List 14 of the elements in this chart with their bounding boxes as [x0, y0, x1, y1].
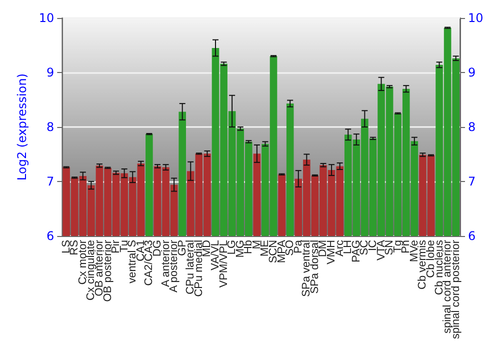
- y-axis-title: Log2 (expression): [15, 73, 29, 180]
- y2-tick-label: 8: [468, 120, 476, 134]
- y-tick-label: 7: [46, 174, 54, 188]
- y2-tick-label: 9: [468, 65, 476, 80]
- y-tick-label: 10: [38, 11, 54, 25]
- y2-tick-label: 7: [468, 174, 476, 188]
- y-tick-label: 8: [46, 120, 54, 134]
- y2-tick-label: 10: [468, 11, 484, 25]
- y2-tick-label: 6: [468, 228, 476, 243]
- y-tick-label: 9: [46, 65, 54, 80]
- x-tick-label: OB posterior: [102, 240, 114, 302]
- x-tick-label: Tg: [392, 240, 404, 253]
- y-tick-label: 6: [46, 228, 54, 243]
- x-tick-label: A posterior: [168, 240, 180, 293]
